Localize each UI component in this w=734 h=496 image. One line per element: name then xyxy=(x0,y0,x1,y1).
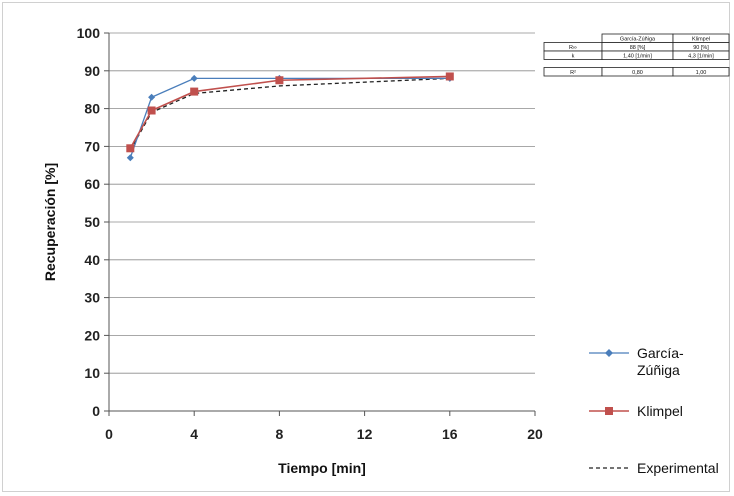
y-tick-label: 80 xyxy=(84,101,100,117)
data-point-garcia-zuniga xyxy=(126,154,134,162)
legend-label-garcia-zuniga-1: García- xyxy=(637,345,684,361)
table-value-klimpel-cell xyxy=(672,50,730,60)
chart-frame: 0 10 20 30 40 50 60 70 80 90 100 0 4 8 12 16 20 Tiempo [m… xyxy=(2,2,730,492)
legend-marker-klimpel xyxy=(605,407,613,415)
data-point-klimpel xyxy=(445,72,454,81)
table-r2-klimpel-cell xyxy=(672,67,730,77)
x-tick-label: 0 xyxy=(105,426,113,442)
data-point-klimpel xyxy=(190,87,199,96)
legend-marker-garcia-zuniga xyxy=(605,349,613,357)
y-tick-label: 20 xyxy=(84,327,100,343)
series-line-garcia-zuniga xyxy=(129,77,450,158)
table-r2-klimpel: 1,00 xyxy=(696,70,707,76)
x-tick-label: 4 xyxy=(190,426,198,442)
y-tick-label: 40 xyxy=(84,252,100,268)
y-tick-label: 30 xyxy=(84,290,100,306)
y-tick-label: 90 xyxy=(84,63,100,79)
chart-svg: 0 10 20 30 40 50 60 70 80 90 100 0 4 8 12 16 20 Tiempo [m… xyxy=(42,25,730,476)
table-header-klimpel: Klimpel xyxy=(692,37,710,43)
table-value-garcia-zuniga: 88 [%] xyxy=(630,45,646,51)
data-point-garcia-zuniga xyxy=(148,93,156,101)
table-r2-garcia-zuniga: 0,80 xyxy=(632,70,643,76)
y-tick-label: 70 xyxy=(84,138,100,154)
legend-label-garcia-zuniga-2: Zúñiga xyxy=(637,362,680,378)
table-r2-label: R² xyxy=(570,70,576,76)
y-tick-label: 100 xyxy=(77,25,101,41)
x-tick-label: 8 xyxy=(276,426,284,442)
series-line-experimental xyxy=(129,77,450,151)
data-point-klimpel xyxy=(126,144,135,153)
legend-label-experimental: Experimental xyxy=(637,460,719,476)
table-value-klimpel: 4,3 [1/min] xyxy=(688,54,714,60)
data-point-klimpel xyxy=(147,106,156,115)
y-tick-label: 50 xyxy=(84,214,100,230)
x-tick-label: 16 xyxy=(442,426,458,442)
data-point-garcia-zuniga xyxy=(190,74,198,82)
x-tick-label: 12 xyxy=(357,426,373,442)
x-tick-label: 20 xyxy=(527,426,543,442)
y-tick-label: 0 xyxy=(92,403,100,419)
y-tick-label: 10 xyxy=(84,365,100,381)
table-param-label: R∞ xyxy=(569,45,577,51)
data-point-klimpel xyxy=(275,76,284,85)
legend-label-klimpel: Klimpel xyxy=(637,403,683,419)
table-value-garcia-zuniga: 1,40 [1/min] xyxy=(623,54,652,60)
series-line-klimpel xyxy=(129,75,450,149)
table-header-garcia-zuniga: García-Zúñiga xyxy=(620,37,656,43)
y-tick-label: 60 xyxy=(84,176,100,192)
table-value-klimpel: 90 [%] xyxy=(693,45,709,51)
y-axis-title: Recuperación [%] xyxy=(42,163,58,281)
table-param-label: k xyxy=(572,54,575,60)
x-axis-title: Tiempo [min] xyxy=(278,460,366,476)
